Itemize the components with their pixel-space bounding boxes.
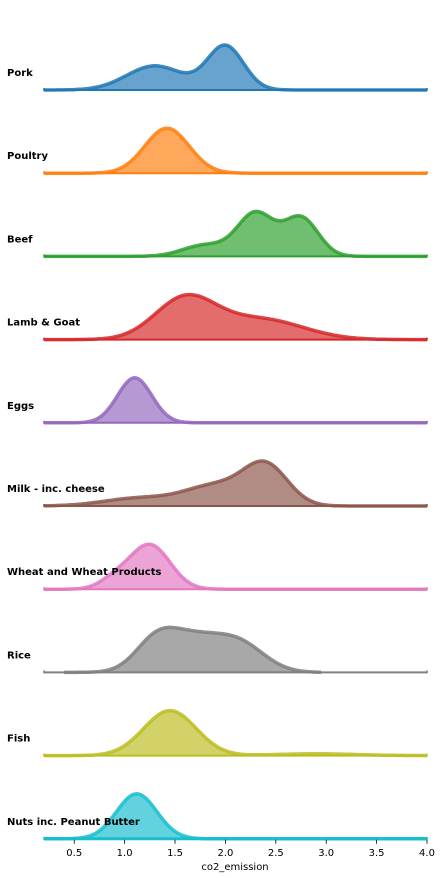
- ridge-row: Fish: [7, 708, 428, 758]
- x-axis-title: co2_emission: [201, 862, 268, 873]
- ridge-rows: Pork Poultry Beef Lamb & Goat Eggs Milk - inc…: [7, 43, 428, 841]
- ridge-row: Nuts inc. Peanut Butter: [7, 792, 428, 841]
- x-tick-label: 1.5: [167, 848, 183, 859]
- ridge-row: Beef: [7, 209, 428, 259]
- density-area: [44, 544, 427, 590]
- x-tick-label: 1.0: [117, 848, 133, 859]
- density-area: [44, 128, 427, 174]
- x-tick-label: 3.5: [369, 848, 385, 859]
- ridge-label: Fish: [7, 734, 30, 745]
- density-outline: [43, 708, 428, 758]
- x-axis: 0.5 1.0 1.5 2.0 2.5 3.0 3.5 4.0: [66, 839, 435, 859]
- ridge-label: Rice: [7, 650, 31, 661]
- density-area: [44, 211, 427, 257]
- x-tick-label: 2.0: [217, 848, 233, 859]
- ridge-label: Poultry: [7, 151, 48, 162]
- ridge-row: Rice: [7, 625, 428, 675]
- density-area: [64, 627, 322, 673]
- density-area: [44, 710, 427, 756]
- ridge-row: Poultry: [7, 126, 428, 175]
- density-area: [44, 461, 427, 506]
- ridge-label: Nuts inc. Peanut Butter: [7, 817, 140, 828]
- ridge-row: Lamb & Goat: [7, 292, 428, 342]
- ridge-label: Pork: [7, 68, 33, 79]
- x-tick-label: 3.0: [318, 848, 334, 859]
- ridge-label: Eggs: [7, 401, 34, 412]
- ridge-row: Pork: [7, 43, 428, 92]
- ridge-label: Wheat and Wheat Products: [7, 567, 162, 578]
- x-tick-label: 4.0: [419, 848, 435, 859]
- density-outline: [43, 126, 428, 175]
- density-area: [44, 793, 427, 839]
- ridge-label: Lamb & Goat: [7, 318, 80, 329]
- density-area: [44, 294, 427, 340]
- density-area: [44, 45, 427, 90]
- density-outline: [43, 292, 428, 342]
- x-tick-label: 2.5: [268, 848, 284, 859]
- x-tick-label: 0.5: [66, 848, 82, 859]
- density-outline: [63, 625, 322, 675]
- ridge-row: Milk - inc. cheese: [7, 459, 428, 508]
- ridge-label: Beef: [7, 234, 33, 245]
- ridge-row: Wheat and Wheat Products: [7, 542, 428, 591]
- ridge-label: Milk - inc. cheese: [7, 484, 105, 495]
- ridge-row: Eggs: [7, 376, 428, 425]
- density-outline: [43, 376, 428, 425]
- density-area: [44, 377, 427, 423]
